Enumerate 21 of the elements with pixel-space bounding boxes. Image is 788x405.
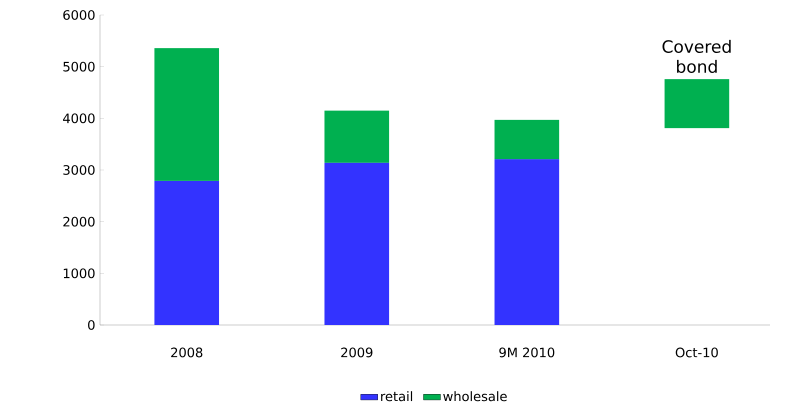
bar bbox=[324, 110, 390, 163]
bar bbox=[664, 79, 730, 128]
y-tick-label: 4000 bbox=[63, 113, 95, 124]
x-tick-label: 2009 bbox=[341, 348, 372, 358]
legend-label: retail bbox=[381, 391, 412, 402]
y-tick-label: 0 bbox=[88, 320, 95, 330]
bar bbox=[154, 180, 220, 325]
legend-label: wholesale bbox=[443, 391, 507, 402]
y-tick-label: 5000 bbox=[63, 62, 95, 72]
x-tick-label: 2008 bbox=[171, 348, 202, 358]
x-tick-label: 9M 2010 bbox=[499, 348, 554, 358]
y-tick-label: 1000 bbox=[64, 268, 95, 278]
y-tick-label: 2000 bbox=[63, 216, 95, 227]
x-tick-label: Oct-10 bbox=[676, 348, 718, 358]
bar bbox=[324, 162, 390, 325]
y-tick-label: 6000 bbox=[63, 10, 95, 20]
annotation: Covered bond bbox=[662, 40, 731, 73]
y-tick-label: 3000 bbox=[63, 165, 95, 175]
bar bbox=[154, 48, 220, 181]
bar bbox=[494, 120, 560, 160]
bar bbox=[494, 159, 560, 325]
